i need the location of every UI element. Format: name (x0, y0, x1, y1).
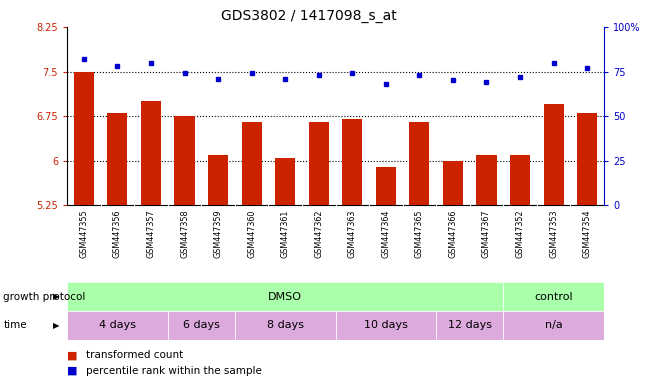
Text: ▶: ▶ (52, 292, 59, 301)
Text: 4 days: 4 days (99, 320, 136, 331)
Bar (503, 311, 604, 340)
Bar (107, 113, 127, 205)
Text: n/a: n/a (545, 320, 562, 331)
Text: GSM447362: GSM447362 (314, 209, 323, 258)
Text: GSM447363: GSM447363 (348, 209, 357, 258)
Bar (242, 122, 262, 205)
Bar (336, 311, 436, 340)
Bar (409, 122, 429, 205)
Text: 8 days: 8 days (266, 320, 304, 331)
Text: DMSO: DMSO (268, 291, 302, 302)
Text: percentile rank within the sample: percentile rank within the sample (86, 366, 262, 376)
Bar (503, 282, 604, 311)
Text: GSM447356: GSM447356 (113, 209, 122, 258)
Text: transformed count: transformed count (86, 350, 183, 360)
Bar (208, 155, 228, 205)
Text: GSM447367: GSM447367 (482, 209, 491, 258)
Bar (443, 161, 463, 205)
Bar (67, 282, 503, 311)
Text: GSM447359: GSM447359 (213, 209, 223, 258)
Bar (235, 311, 336, 340)
Text: 10 days: 10 days (364, 320, 408, 331)
Bar (436, 311, 503, 340)
Text: GSM447358: GSM447358 (180, 209, 189, 258)
Text: GDS3802 / 1417098_s_at: GDS3802 / 1417098_s_at (221, 9, 397, 23)
Bar (174, 116, 195, 205)
Bar (74, 71, 94, 205)
Text: GSM447354: GSM447354 (582, 209, 592, 258)
Bar (544, 104, 564, 205)
Text: GSM447353: GSM447353 (549, 209, 558, 258)
Bar (476, 155, 497, 205)
Bar (342, 119, 362, 205)
Text: control: control (534, 291, 573, 302)
Text: GSM447360: GSM447360 (247, 209, 256, 258)
Bar (275, 158, 295, 205)
Text: ■: ■ (67, 366, 78, 376)
Text: time: time (3, 320, 27, 331)
Text: growth protocol: growth protocol (3, 291, 86, 302)
Text: GSM447365: GSM447365 (415, 209, 424, 258)
Text: GSM447352: GSM447352 (515, 209, 525, 258)
Bar (510, 155, 530, 205)
Text: 6 days: 6 days (183, 320, 219, 331)
Text: GSM447361: GSM447361 (280, 209, 290, 258)
Text: GSM447364: GSM447364 (381, 209, 391, 258)
Text: GSM447366: GSM447366 (448, 209, 458, 258)
Text: ■: ■ (67, 350, 78, 360)
Text: GSM447355: GSM447355 (79, 209, 89, 258)
Bar (141, 101, 161, 205)
Text: 12 days: 12 days (448, 320, 492, 331)
Bar (577, 113, 597, 205)
Text: GSM447357: GSM447357 (146, 209, 156, 258)
Bar (309, 122, 329, 205)
Bar (168, 311, 235, 340)
Text: ▶: ▶ (52, 321, 59, 330)
Bar (376, 167, 396, 205)
Bar (67, 311, 168, 340)
